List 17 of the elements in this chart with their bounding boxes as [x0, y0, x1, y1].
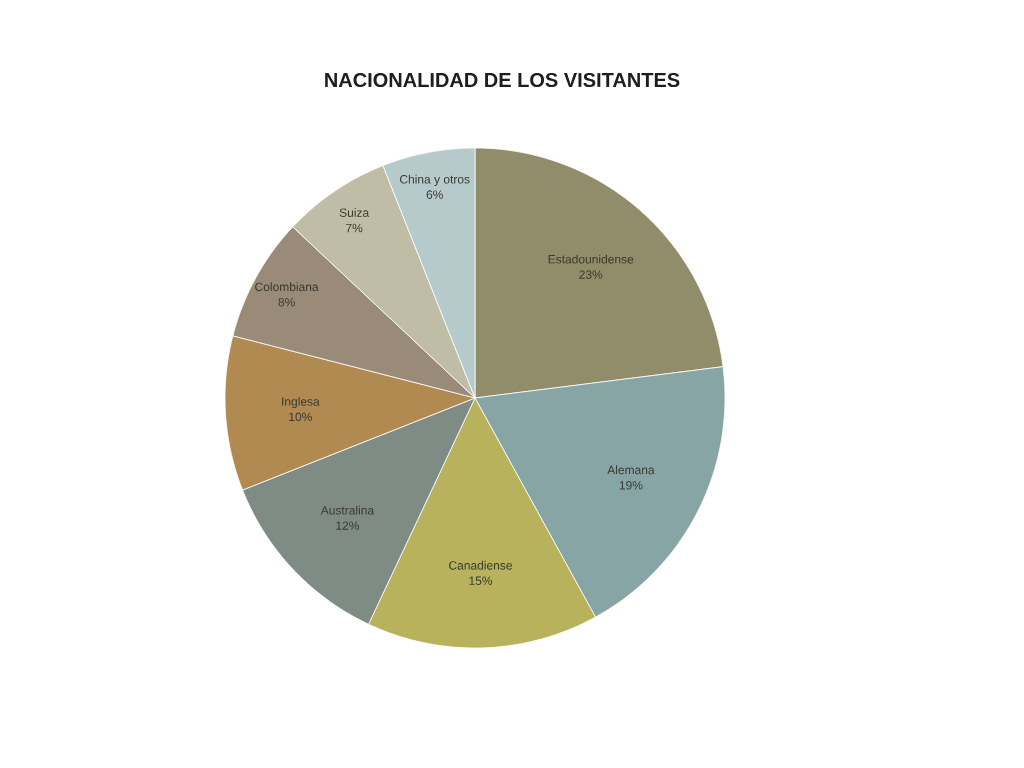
data-label: 23% — [579, 270, 603, 279]
slice-label: Australina — [320, 505, 375, 515]
data-label: 8% — [278, 297, 295, 307]
slice-label: Suiza — [339, 208, 370, 217]
slice-label: Alemana — [607, 465, 655, 475]
slice-label: China y otros — [399, 174, 470, 186]
data-label: 12% — [336, 521, 360, 530]
slice-label: Colombiana — [255, 282, 319, 292]
slice-label: Estadounidense — [548, 254, 634, 264]
slice-label: Inglesa — [282, 396, 320, 409]
data-label: 15% — [469, 576, 493, 585]
data-label: 19% — [619, 481, 643, 490]
data-label: 7% — [346, 223, 363, 233]
slice-label: Canadiense — [449, 560, 512, 570]
chart-title: NACIONALIDAD DE LOS VISITANTES — [325, 72, 680, 88]
data-label: 10% — [289, 412, 312, 422]
data-label: 6% — [426, 190, 443, 199]
